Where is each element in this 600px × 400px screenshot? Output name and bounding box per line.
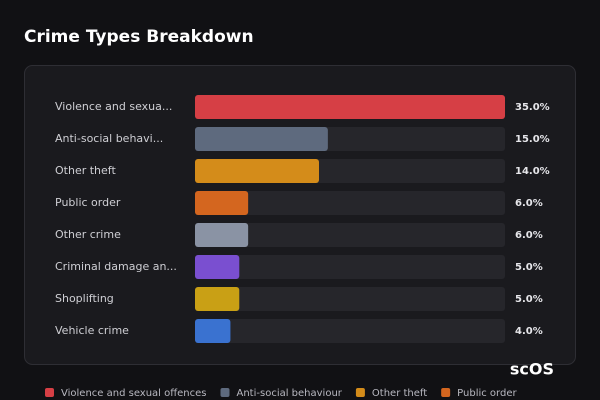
bar-track (195, 255, 505, 279)
bar-track (195, 191, 505, 215)
category-label: Public order (55, 196, 121, 209)
legend-label: Public order (457, 388, 517, 399)
category-label: Other theft (55, 164, 116, 177)
bar (195, 95, 505, 119)
category-label: Other crime (55, 228, 121, 241)
watermark: scOS (510, 360, 554, 379)
legend-label: Anti-social behaviour (237, 388, 343, 399)
value-label: 6.0% (515, 230, 543, 241)
legend-label: Violence and sexual offences (61, 388, 207, 399)
bar (195, 287, 240, 311)
legend-swatch (441, 388, 451, 397)
value-label: 5.0% (515, 294, 543, 305)
legend-swatch (355, 388, 365, 397)
bar-track (195, 319, 505, 343)
bar-track (195, 223, 505, 247)
value-label: 35.0% (515, 102, 550, 113)
value-label: 14.0% (515, 166, 550, 177)
bar (195, 319, 231, 343)
category-label: Shoplifting (55, 292, 114, 305)
bar (195, 255, 240, 279)
category-label: Anti-social behavi... (55, 132, 163, 145)
bar (195, 159, 319, 183)
bar-track (195, 287, 505, 311)
value-label: 15.0% (515, 134, 550, 145)
category-label: Violence and sexua... (55, 100, 172, 113)
bar (195, 191, 249, 215)
value-label: 5.0% (515, 262, 543, 273)
legend-label: Other theft (372, 388, 427, 399)
legend-swatch (220, 388, 230, 397)
value-label: 6.0% (515, 198, 543, 209)
legend-swatch (45, 388, 54, 397)
chart-title: Crime Types Breakdown (24, 27, 254, 47)
bar (195, 127, 328, 151)
value-label: 4.0% (515, 326, 543, 337)
category-label: Criminal damage an... (55, 260, 177, 273)
category-label: Vehicle crime (55, 324, 129, 337)
bar (195, 223, 249, 247)
